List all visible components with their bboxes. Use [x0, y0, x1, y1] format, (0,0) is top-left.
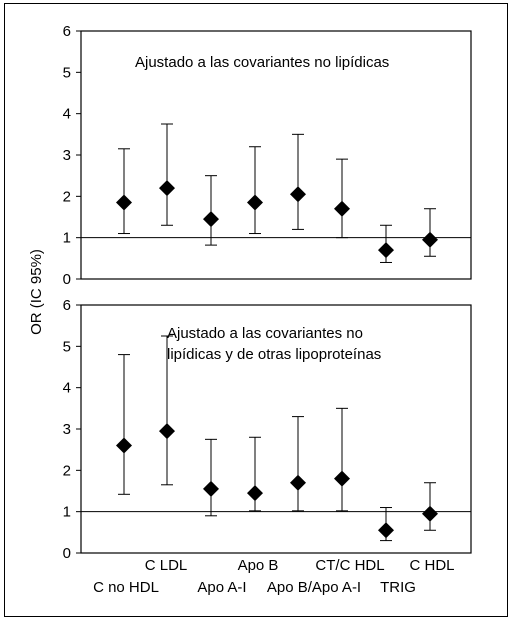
point-estimate-marker [422, 505, 438, 522]
y-tick-label: 1 [63, 504, 71, 521]
panel-bottom-y-ticks: 0 1 2 3 4 5 6 [63, 297, 81, 562]
x-tick-label: C no HDL [93, 579, 159, 596]
x-tick-label: Apo B [238, 557, 279, 574]
panel-top: Ajustado a las covariantes no lipídicas … [63, 23, 472, 288]
panel-top-y-ticks: 0 1 2 3 4 5 6 [63, 23, 81, 288]
panel-top-marks [116, 123, 438, 263]
point-estimate-marker [203, 480, 219, 497]
y-tick-label: 6 [63, 23, 71, 40]
figure-frame [4, 3, 508, 617]
point-estimate-marker [203, 211, 219, 228]
x-category-labels: C no HDL C LDL Apo A-I Apo B Apo B/Apo A… [93, 557, 454, 596]
panel-bottom-annotation-line-2: lipídicas y de otras lipoproteínas [167, 346, 381, 363]
point-estimate-marker [334, 470, 350, 487]
y-tick-label: 2 [63, 462, 71, 479]
x-tick-label: Apo A-I [197, 579, 246, 596]
y-tick-label: 0 [63, 545, 71, 562]
y-tick-label: 5 [63, 338, 71, 355]
x-tick-label: CT/C HDL [315, 557, 384, 574]
point-estimate-marker [378, 522, 394, 539]
point-estimate-marker [334, 200, 350, 217]
y-tick-label: 1 [63, 230, 71, 247]
point-estimate-marker [247, 194, 263, 211]
y-tick-label: 4 [63, 106, 71, 123]
x-tick-label: Apo B/Apo A-I [267, 579, 361, 596]
y-axis-label: OR (IC 95%) [28, 249, 45, 335]
point-estimate-marker [290, 474, 306, 491]
panel-top-annotation: Ajustado a las covariantes no lipídicas [135, 54, 389, 71]
panel-bottom-marks [116, 335, 438, 542]
y-tick-label: 2 [63, 188, 71, 205]
point-estimate-marker [378, 242, 394, 259]
point-estimate-marker [116, 194, 132, 211]
y-tick-label: 5 [63, 64, 71, 81]
x-tick-label: C LDL [145, 557, 188, 574]
point-estimate-marker [159, 423, 175, 440]
point-estimate-marker [290, 186, 306, 203]
point-estimate-marker [159, 180, 175, 197]
y-tick-label: 3 [63, 147, 71, 164]
y-tick-label: 4 [63, 380, 71, 397]
x-tick-label: C HDL [409, 557, 454, 574]
panel-bottom: Ajustado a las covariantes no lipídicas … [63, 297, 472, 562]
y-tick-label: 6 [63, 297, 71, 314]
point-estimate-marker [422, 231, 438, 248]
point-estimate-marker [116, 437, 132, 454]
y-tick-label: 0 [63, 271, 71, 288]
panel-bottom-annotation-line-1: Ajustado a las covariantes no [167, 325, 363, 342]
y-tick-label: 3 [63, 421, 71, 438]
point-estimate-marker [247, 485, 263, 502]
x-tick-label: TRIG [380, 579, 416, 596]
